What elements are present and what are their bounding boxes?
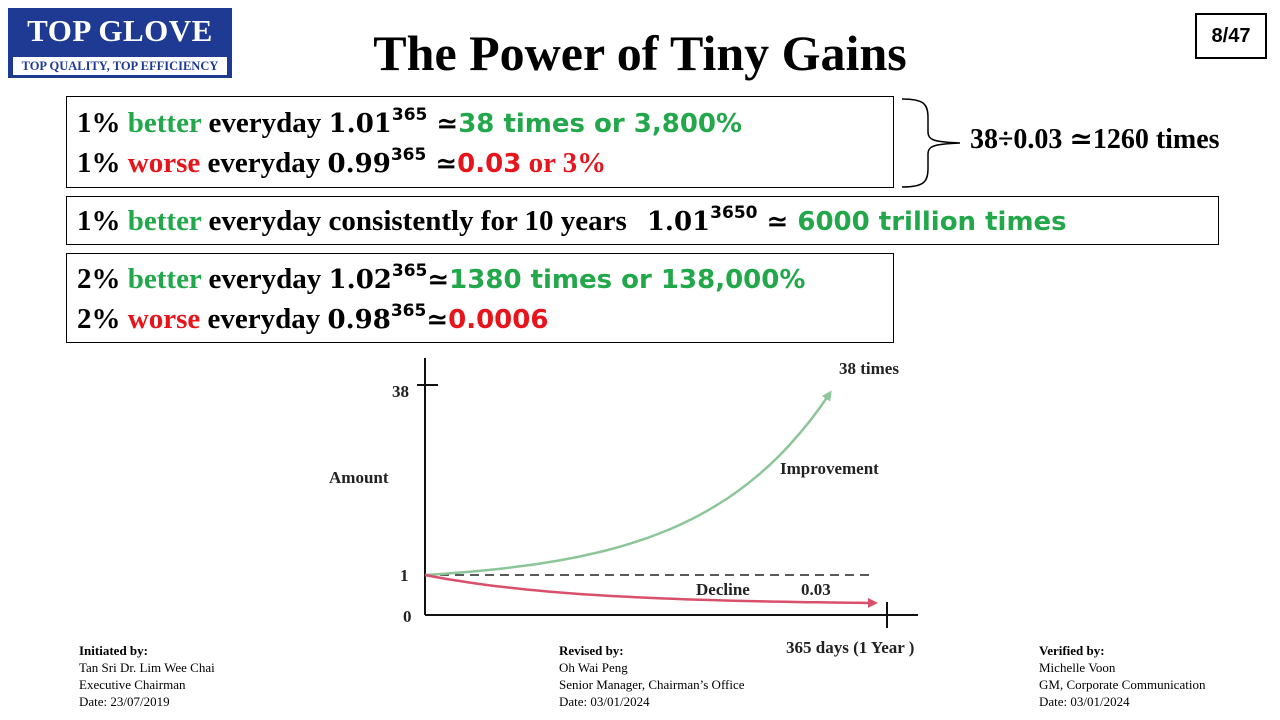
y-axis-label: Amount bbox=[329, 468, 389, 487]
one-percent-worse-line: 1% worse everyday 0.99365 ≃0.03 or 3% bbox=[77, 145, 607, 180]
slide-title: The Power of Tiny Gains bbox=[373, 25, 907, 81]
page-number: 8/47 bbox=[1195, 13, 1267, 59]
worse-word: worse bbox=[127, 147, 201, 179]
decline-end-label: 0.03 bbox=[801, 580, 831, 599]
footer-revised: Revised by: Oh Wai Peng Senior Manager, … bbox=[559, 643, 745, 709]
logo-tagline: TOP QUALITY, TOP EFFICIENCY bbox=[13, 57, 227, 75]
ten-year-box: 1% better everyday consistently for 10 y… bbox=[66, 196, 1219, 245]
improvement-curve bbox=[424, 390, 832, 577]
decline-label: Decline bbox=[696, 580, 750, 599]
one-percent-box: 1% better everyday 1.01365 ≃38 times or … bbox=[66, 96, 894, 188]
decline-curve bbox=[424, 573, 878, 608]
better-result: 38 times or 3,800% bbox=[458, 109, 743, 139]
logo-name: TOP GLOVE bbox=[27, 13, 213, 48]
company-logo: TOP GLOVE TOP QUALITY, TOP EFFICIENCY bbox=[8, 8, 232, 78]
ten-year-result: 6000 trillion times bbox=[797, 207, 1067, 237]
improvement-end-label: 38 times bbox=[839, 359, 899, 378]
curly-brace bbox=[901, 98, 961, 188]
ten-year-line: 1% better everyday consistently for 10 y… bbox=[77, 203, 1067, 238]
footer-verified: Verified by: Michelle Voon GM, Corporate… bbox=[1039, 643, 1206, 709]
worse-result: 0.03 bbox=[457, 149, 522, 179]
better-word: better bbox=[127, 107, 202, 139]
ratio-note: 38÷0.03 ≃1260 times bbox=[970, 124, 1220, 155]
x-axis-label: 365 days (1 Year ) bbox=[786, 638, 914, 657]
y-tick-38: 38 bbox=[392, 382, 409, 401]
two-percent-worse-line: 2% worse everyday 0.98365≃0.0006 bbox=[77, 301, 549, 336]
y-tick-0: 0 bbox=[403, 607, 412, 626]
two-percent-better-line: 2% better everyday 1.02365≃1380 times or… bbox=[77, 261, 806, 296]
y-tick-1: 1 bbox=[400, 566, 409, 585]
footer-initiated: Initiated by: Tan Sri Dr. Lim Wee Chai E… bbox=[79, 643, 215, 709]
one-percent-better-line: 1% better everyday 1.01365 ≃38 times or … bbox=[77, 105, 743, 140]
improvement-label: Improvement bbox=[780, 459, 879, 478]
two-percent-box: 2% better everyday 1.02365≃1380 times or… bbox=[66, 253, 894, 343]
growth-chart: 38 1 0 Amount Improvement 38 times Decli… bbox=[329, 358, 918, 657]
